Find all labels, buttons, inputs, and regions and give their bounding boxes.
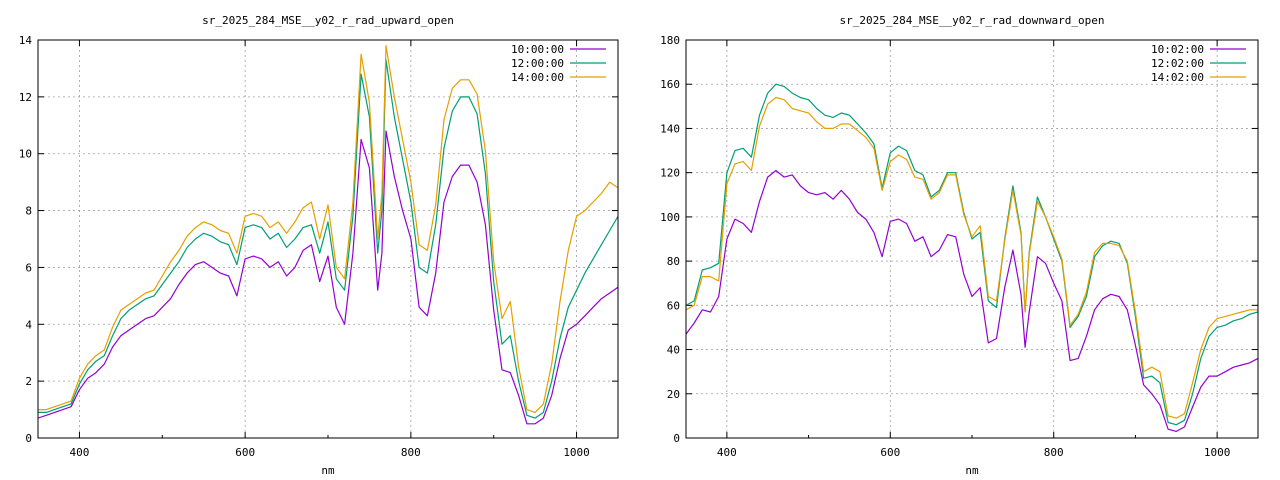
y-tick-label: 120	[660, 167, 680, 180]
y-tick-label: 14	[19, 34, 33, 47]
y-tick-label: 100	[660, 211, 680, 224]
y-tick-label: 180	[660, 34, 680, 47]
series-line-10-02-00	[686, 169, 1258, 432]
x-tick-label: 600	[880, 446, 900, 459]
y-tick-label: 160	[660, 78, 680, 91]
series-line-12-02-00	[686, 83, 1258, 426]
x-axis-label: nm	[965, 464, 979, 477]
y-tick-label: 8	[25, 205, 32, 218]
y-tick-label: 60	[667, 299, 680, 312]
y-tick-label: 40	[667, 344, 680, 357]
y-tick-label: 6	[25, 261, 32, 274]
chart-title: sr_2025_284_MSE__y02_r_rad_upward_open	[202, 14, 454, 27]
y-tick-label: 20	[667, 388, 680, 401]
x-tick-label: 1000	[563, 446, 590, 459]
y-tick-label: 2	[25, 375, 32, 388]
y-tick-label: 10	[19, 148, 32, 161]
chart-title: sr_2025_284_MSE__y02_r_rad_downward_open	[840, 14, 1105, 27]
y-tick-label: 0	[673, 432, 680, 445]
y-tick-label: 4	[25, 318, 32, 331]
plot-frame	[685, 39, 1259, 439]
series-line-12-00-00	[38, 59, 618, 419]
series-line-14-00-00	[38, 45, 618, 413]
y-tick-label: 80	[667, 255, 680, 268]
series-line-14-02-00	[686, 96, 1258, 419]
y-tick-label: 12	[19, 91, 32, 104]
x-tick-label: 600	[235, 446, 255, 459]
legend-label: 14:00:00	[511, 71, 564, 84]
legend-label: 14:02:00	[1151, 71, 1204, 84]
x-tick-label: 800	[401, 446, 421, 459]
x-tick-label: 400	[69, 446, 89, 459]
upward-chart: sr_2025_284_MSE__y02_r_rad_upward_open 0 2…	[19, 14, 619, 477]
x-axis-label: nm	[321, 464, 335, 477]
y-tick-label: 140	[660, 122, 680, 135]
legend-label: 10:02:00	[1151, 43, 1204, 56]
y-tick-label: 0	[25, 432, 32, 445]
legend-label: 12:02:00	[1151, 57, 1204, 70]
legend-label: 10:00:00	[511, 43, 564, 56]
series-line-10-00-00	[38, 130, 618, 425]
x-tick-label: 400	[717, 446, 737, 459]
downward-chart: sr_2025_284_MSE__y02_r_rad_downward_open…	[660, 14, 1259, 477]
legend-label: 12:00:00	[511, 57, 564, 70]
x-tick-label: 1000	[1204, 446, 1231, 459]
plot-frame	[37, 39, 619, 439]
x-tick-label: 800	[1044, 446, 1064, 459]
